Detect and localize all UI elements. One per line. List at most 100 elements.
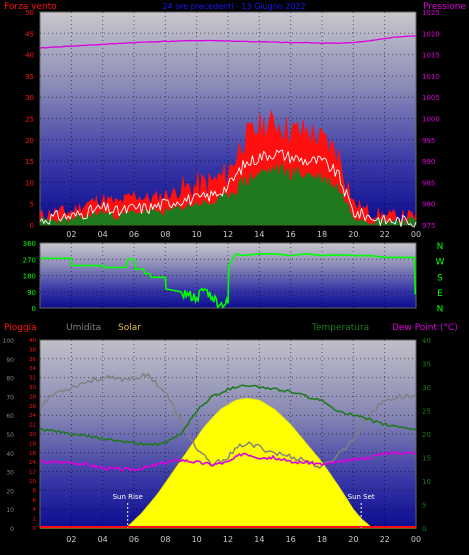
temperature-series — [39, 384, 416, 447]
x-tick-label: 22 — [380, 230, 390, 239]
rain-tick: 4 — [33, 507, 37, 513]
legend-entry: Temperatura — [311, 323, 369, 333]
temp-tick: 10 — [422, 478, 431, 486]
x-tick-label: 06 — [129, 230, 139, 239]
legend-entry: Dew Point (°C) — [392, 323, 458, 333]
rain-tick: 32 — [29, 376, 36, 382]
humidity-tick: 30 — [6, 470, 14, 477]
humidity-tick: 40 — [6, 451, 14, 458]
rain-tick: 18 — [29, 441, 36, 447]
y-tick-label-right: 1020 — [422, 30, 440, 38]
sunrise-label: Sun Rise — [113, 493, 143, 501]
compass-label: W — [436, 258, 445, 268]
x-tick-label: 10 — [192, 230, 202, 239]
rain-tick: 2 — [33, 517, 37, 523]
legend-entry: Umidita — [66, 323, 101, 333]
compass-label: S — [437, 273, 443, 283]
x-tick-label: 14 — [254, 230, 264, 239]
humidity-tick: 70 — [6, 394, 14, 401]
avg-wind-series — [39, 163, 417, 226]
y-tick-label-right: 995 — [422, 137, 435, 145]
y-tick-label: 90 — [27, 289, 36, 297]
compass-label: E — [437, 289, 443, 299]
rain-tick: 28 — [29, 394, 36, 400]
compass-label: N — [437, 242, 444, 252]
y-tick-label: 35 — [25, 73, 34, 81]
x-tick-label: 20 — [348, 535, 358, 544]
y-tick-label-right: 1015 — [422, 52, 440, 60]
compass-label: N — [437, 305, 444, 315]
y-tick-label: 5 — [30, 201, 34, 209]
chart-title: 24 ore precedenti - 13 Giugno 2022 — [162, 2, 305, 11]
rain-tick: 30 — [29, 385, 36, 391]
right-axis-label: Pressione — [423, 2, 466, 12]
rain-tick: 16 — [29, 451, 36, 457]
y-tick-label-right: 990 — [422, 158, 435, 166]
y-tick-label: 270 — [23, 256, 36, 264]
humidity-tick: 20 — [6, 488, 14, 495]
temp-tick: 20 — [422, 431, 431, 439]
rain-tick: 6 — [33, 498, 37, 504]
rain-tick: 10 — [29, 479, 36, 485]
x-tick-label: 02 — [66, 230, 76, 239]
humidity-series — [39, 373, 417, 469]
temp-tick: 25 — [422, 408, 431, 416]
rain-tick: 22 — [29, 423, 36, 429]
x-tick-label: 06 — [129, 535, 139, 544]
y-tick-label: 20 — [25, 137, 34, 145]
x-tick-label: 18 — [317, 535, 327, 544]
x-tick-label: 10 — [192, 535, 202, 544]
rain-tick: 0 — [33, 526, 37, 532]
rain-tick: 24 — [29, 413, 36, 419]
y-tick-label: 0 — [30, 222, 34, 230]
y-tick-label: 25 — [25, 116, 34, 124]
y-tick-label: 0 — [32, 305, 36, 313]
rain-tick: 34 — [29, 366, 36, 372]
gust-series — [39, 149, 417, 228]
rain-tick: 36 — [29, 357, 36, 363]
y-tick-label-right: 1010 — [422, 73, 440, 81]
temp-tick: 30 — [422, 384, 431, 392]
y-tick-label: 10 — [25, 179, 34, 187]
y-tick-label: 45 — [25, 30, 34, 38]
legend-entry: Pioggia — [4, 323, 37, 333]
y-tick-label: 180 — [23, 273, 36, 281]
x-tick-label: 16 — [286, 535, 296, 544]
y-tick-label: 360 — [23, 240, 36, 248]
x-tick-label: 00 — [411, 230, 421, 239]
rain-tick: 40 — [29, 338, 36, 344]
wind-direction-series — [40, 252, 416, 309]
x-tick-label: 04 — [98, 230, 108, 239]
humidity-tick: 0 — [10, 526, 14, 533]
y-tick-label-right: 985 — [422, 179, 435, 187]
y-tick-label: 15 — [25, 158, 34, 166]
y-tick-label-right: 1005 — [422, 94, 440, 102]
dew-point-series — [39, 450, 417, 472]
humidity-tick: 50 — [6, 432, 14, 439]
legend-entry: Solar — [118, 323, 141, 333]
rain-tick: 12 — [29, 470, 36, 476]
temp-tick: 5 — [422, 502, 426, 510]
temp-tick: 15 — [422, 455, 431, 463]
x-tick-label: 22 — [380, 535, 390, 544]
temp-tick: 35 — [422, 361, 431, 369]
rain-tick: 26 — [29, 404, 36, 410]
rain-tick: 38 — [29, 347, 36, 353]
rain-tick: 14 — [29, 460, 36, 466]
y-tick-label: 50 — [25, 9, 34, 17]
pressure-series — [39, 35, 417, 49]
temp-tick: 0 — [422, 525, 426, 533]
humidity-tick: 10 — [6, 507, 14, 514]
x-tick-label: 04 — [98, 535, 108, 544]
y-tick-label-right: 1000 — [422, 116, 440, 124]
x-tick-label: 02 — [66, 535, 76, 544]
x-tick-label: 20 — [348, 230, 358, 239]
rain-tick: 20 — [29, 432, 36, 438]
x-tick-label: 00 — [411, 535, 421, 544]
x-tick-label: 14 — [254, 535, 264, 544]
y-tick-label-right: 980 — [422, 201, 435, 209]
left-axis-label: Forza vento — [4, 2, 57, 12]
y-tick-label-right: 1025 — [422, 9, 440, 17]
